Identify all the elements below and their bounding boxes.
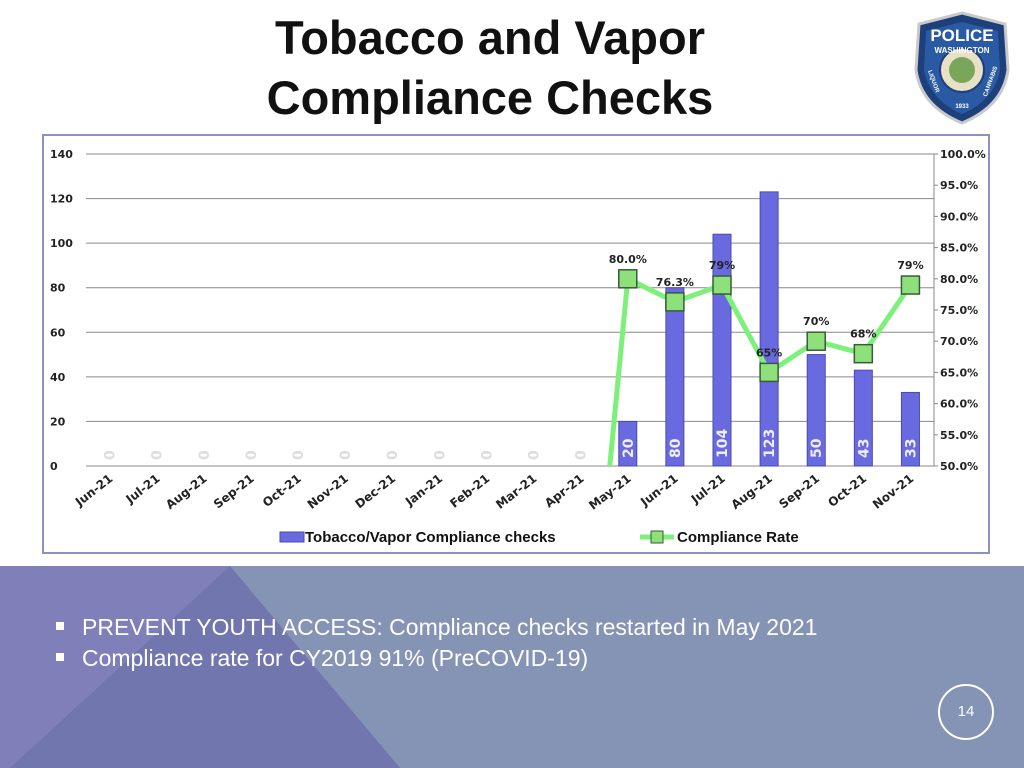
bar-value-label: 0 [385, 450, 401, 460]
x-tick-label: Nov-21 [305, 471, 351, 511]
bar-value-label: 0 [150, 450, 166, 460]
rate-value-label: 70% [803, 315, 829, 328]
y-left-tick-label: 60 [50, 326, 66, 339]
y-left-tick-label: 100 [50, 237, 73, 250]
rate-value-label: 65% [756, 346, 782, 359]
y-left-tick-label: 80 [50, 282, 66, 295]
y-left-tick-label: 0 [50, 460, 58, 473]
bar-value-label: 0 [527, 450, 543, 460]
x-tick-label: Aug-21 [728, 471, 775, 512]
x-tick-label: Jun-21 [637, 471, 680, 509]
bar-value-label: 0 [574, 450, 590, 460]
bottom-panel [0, 566, 1024, 768]
y-left-tick-label: 40 [50, 371, 66, 384]
bar [853, 369, 873, 467]
bullet-square-icon [56, 653, 64, 661]
y-left-tick-label: 140 [50, 148, 73, 161]
bullet-list: PREVENT YOUTH ACCESS: Compliance checks … [56, 612, 817, 674]
bar-value-label: 80 [668, 438, 684, 458]
legend-marker-swatch [650, 530, 664, 544]
bullet-text: Compliance rate for CY2019 91% (PreCOVID… [82, 645, 589, 671]
x-tick-label: Feb-21 [447, 471, 492, 510]
y-right-tick-label: 65.0% [940, 366, 978, 379]
bar-value-label: 0 [291, 450, 307, 460]
x-tick-label: Sep-21 [211, 471, 257, 511]
badge-washington-text: WASHINGTON [935, 46, 990, 55]
bar-value-label: 0 [479, 450, 495, 460]
rate-value-label: 76.3% [656, 276, 694, 289]
badge-year-text: 1933 [955, 104, 969, 110]
x-tick-label: Mar-21 [493, 471, 539, 511]
slide-title: Tobacco and Vapor Compliance Checks [200, 8, 780, 128]
rate-marker [900, 275, 921, 295]
bar-value-label: 104 [715, 429, 731, 458]
x-tick-label: Jul-21 [688, 471, 728, 507]
x-tick-label: Jan-21 [402, 471, 445, 509]
legend-line-label: Compliance Rate [677, 529, 799, 546]
rate-marker [665, 292, 685, 312]
bar [665, 287, 685, 467]
bar [618, 420, 638, 467]
y-right-tick-label: 75.0% [940, 304, 978, 317]
y-left-tick-label: 120 [50, 193, 73, 206]
rate-value-label: 79% [897, 259, 923, 272]
compliance-chart: 0 20 40 60 80 100 120 140 50.0% 55.0% 60.0% 65.0% 70… [50, 148, 986, 546]
rate-marker [759, 362, 779, 383]
x-tick-label: Apr-21 [542, 471, 586, 510]
bar-value-label: 0 [103, 450, 119, 460]
bar-value-label: 0 [197, 450, 213, 460]
y-right-tick-label: 100.0% [940, 148, 986, 161]
badge-police-text: POLICE [930, 26, 993, 45]
bar-value-label: 33 [903, 439, 919, 458]
x-tick-label: Sep-21 [776, 471, 822, 511]
x-tick-label: Jun-21 [72, 471, 115, 509]
y-right-tick-label: 80.0% [940, 273, 978, 286]
x-tick-label: Dec-21 [352, 471, 398, 511]
y-left-tick-label: 20 [50, 415, 66, 428]
x-tick-label: Aug-21 [163, 471, 210, 512]
legend-bar-label: Tobacco/Vapor Compliance checks [305, 529, 556, 546]
bullet-text: PREVENT YOUTH ACCESS: Compliance checks … [82, 614, 818, 640]
legend-bar-swatch [279, 531, 305, 543]
rate-marker [618, 269, 638, 289]
rate-marker [806, 331, 826, 351]
rate-marker [853, 343, 874, 364]
y-right-tick-label: 70.0% [940, 335, 978, 348]
y-right-tick-label: 60.0% [940, 398, 978, 411]
rate-marker [712, 275, 732, 295]
title-line-2: Compliance Checks [266, 71, 714, 124]
bullet-item: PREVENT YOUTH ACCESS: Compliance checks … [56, 612, 817, 643]
y-right-tick-label: 50.0% [940, 460, 978, 473]
x-tick-label: Oct-21 [825, 471, 869, 510]
bar [900, 391, 920, 467]
bar-value-label: 0 [338, 450, 354, 460]
y-right-tick-label: 90.0% [940, 210, 978, 223]
rate-value-label: 79% [709, 259, 735, 272]
rate-value-label: 80.0% [609, 253, 647, 266]
police-badge-icon: POLICE WASHINGTON LIQUOR CANNABIS 1933 [914, 11, 1010, 125]
bar-value-label: 20 [621, 438, 637, 458]
bar [759, 191, 779, 467]
chart-frame: 0 20 40 60 80 100 120 140 50.0% 55.0% 60.0% 65.0% 70… [42, 134, 990, 554]
bar-value-label: 0 [244, 450, 260, 460]
rate-value-label: 68% [850, 328, 876, 341]
bullet-square-icon [56, 622, 64, 630]
bullet-item: Compliance rate for CY2019 91% (PreCOVID… [56, 643, 817, 674]
title-line-1: Tobacco and Vapor [274, 11, 706, 64]
y-right-tick-label: 55.0% [940, 429, 978, 442]
y-right-tick-label: 85.0% [940, 242, 978, 255]
bar-value-label: 123 [762, 429, 778, 458]
x-tick-label: Nov-21 [870, 471, 916, 511]
page-number: 14 [938, 684, 994, 740]
y-right-tick-label: 95.0% [940, 179, 978, 192]
bar-value-label: 43 [856, 439, 872, 458]
x-tick-label: May-21 [586, 471, 633, 512]
decorative-triangles [0, 566, 400, 768]
bar [806, 354, 826, 467]
x-tick-label: Jul-21 [123, 471, 163, 507]
bar-value-label: 0 [432, 450, 448, 460]
bar-value-label: 50 [809, 438, 825, 458]
x-tick-label: Oct-21 [260, 471, 304, 510]
